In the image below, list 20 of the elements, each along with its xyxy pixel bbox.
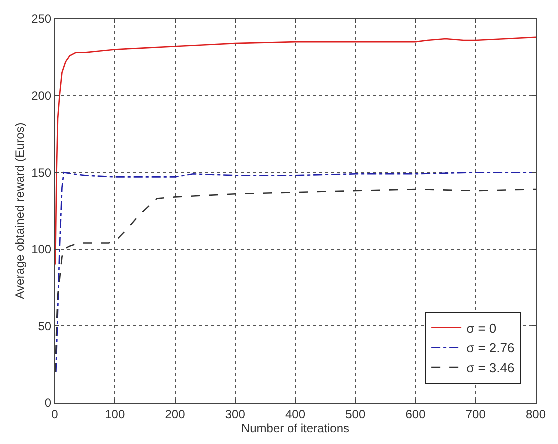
y-tick-label: 200 <box>32 89 52 103</box>
y-tick-label: 100 <box>32 242 52 257</box>
x-tick-label: 500 <box>346 407 366 422</box>
y-tick-label: 50 <box>38 319 52 334</box>
x-tick-label: 800 <box>526 407 546 422</box>
x-tick-label: 400 <box>285 407 306 422</box>
legend-label: σ = 3.46 <box>466 360 515 376</box>
y-tick-label: 250 <box>32 12 52 26</box>
y-tick-label: 150 <box>32 166 52 180</box>
y-tick-label: 0 <box>44 396 52 410</box>
x-tick-label: 300 <box>225 407 246 422</box>
y-axis-title: Average obtained reward (Euros) <box>12 122 27 300</box>
legend-label: σ = 0 <box>466 320 497 336</box>
x-tick-label: 600 <box>406 407 426 422</box>
x-tick-label: 200 <box>165 407 186 422</box>
x-tick-label: 700 <box>466 407 486 422</box>
x-axis-title: Number of iterations <box>241 421 350 436</box>
x-tick-label: 100 <box>105 407 126 422</box>
legend-label: σ = 2.76 <box>466 340 515 356</box>
line-series <box>55 36 536 266</box>
